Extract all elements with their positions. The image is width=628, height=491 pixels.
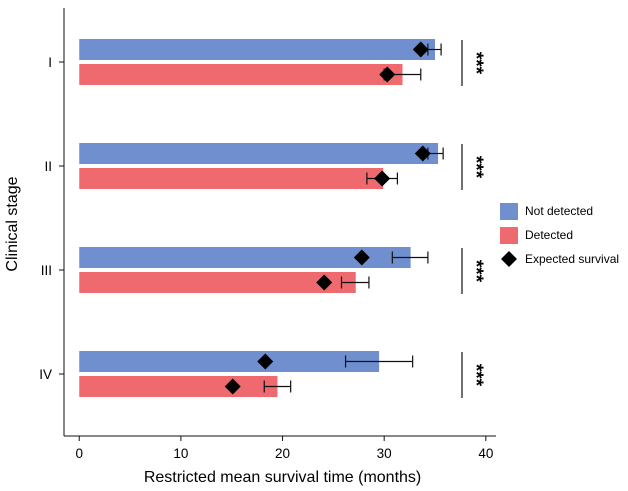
expected-survival-marker-stage-IV-series-0 [257,353,274,370]
x-tick-label-30: 30 [377,446,392,461]
bar-stage-I-not-detected [79,39,436,60]
bar-stage-IV-detected [79,376,278,397]
legend-expected-survival-marker [501,251,517,267]
error-bars-layer [263,43,444,393]
significance-stars-stage-III: *** [465,260,486,283]
significance-stars-stage-IV: *** [465,364,486,387]
bar-stage-I-detected [79,64,403,85]
y-tick-label-stage-IV: IV [39,367,52,382]
x-tick-label-10: 10 [173,446,188,461]
x-tick-label-0: 0 [75,446,83,461]
legend-swatch-not-detected [500,203,518,220]
y-axis-title: Clinical stage [4,176,21,271]
bar-stage-III-not-detected [79,247,411,268]
y-tick-label-stage-II: II [44,159,52,174]
expected-survival-marker-stage-I-series-1 [379,66,396,83]
bar-stage-II-detected [79,168,384,189]
axes-layer [63,8,496,437]
expected-survival-marker-stage-II-series-1 [374,170,391,187]
bar-stage-III-detected [79,272,356,293]
legend-label-expected-survival: Expected survival [525,252,619,266]
significance-stars-stage-I: *** [465,52,486,75]
bars-layer [79,39,439,397]
error-bar-stage-III-series-1 [340,276,370,289]
expected-survival-marker-stage-II-series-0 [414,145,431,162]
expected-survival-marker-stage-IV-series-1 [224,378,241,395]
error-bar-stage-III-series-0 [391,251,429,264]
significance-layer: *** *** *** *** [461,40,486,398]
error-bar-stage-IV-series-1 [263,380,292,393]
y-tick-label-stage-I: I [48,55,52,70]
legend: Not detected Detected Expected survival [500,203,619,267]
legend-label-detected: Detected [525,228,573,242]
expected-survival-marker-stage-III-series-1 [316,274,333,291]
x-tick-label-40: 40 [478,446,493,461]
expected-survival-marker-stage-I-series-0 [412,41,429,58]
significance-stars-stage-II: *** [465,156,486,179]
bar-stage-II-not-detected [79,143,439,164]
error-bar-stage-IV-series-0 [344,355,414,368]
bar-stage-IV-not-detected [79,351,380,372]
legend-swatch-detected [500,227,518,244]
y-tick-label-stage-III: III [41,263,52,278]
expected-markers-layer [224,41,431,395]
expected-survival-marker-stage-III-series-0 [353,249,370,266]
legend-label-not-detected: Not detected [525,204,593,218]
x-tick-label-20: 20 [275,446,290,461]
x-axis-title: Restricted mean survival time (months) [144,469,421,486]
